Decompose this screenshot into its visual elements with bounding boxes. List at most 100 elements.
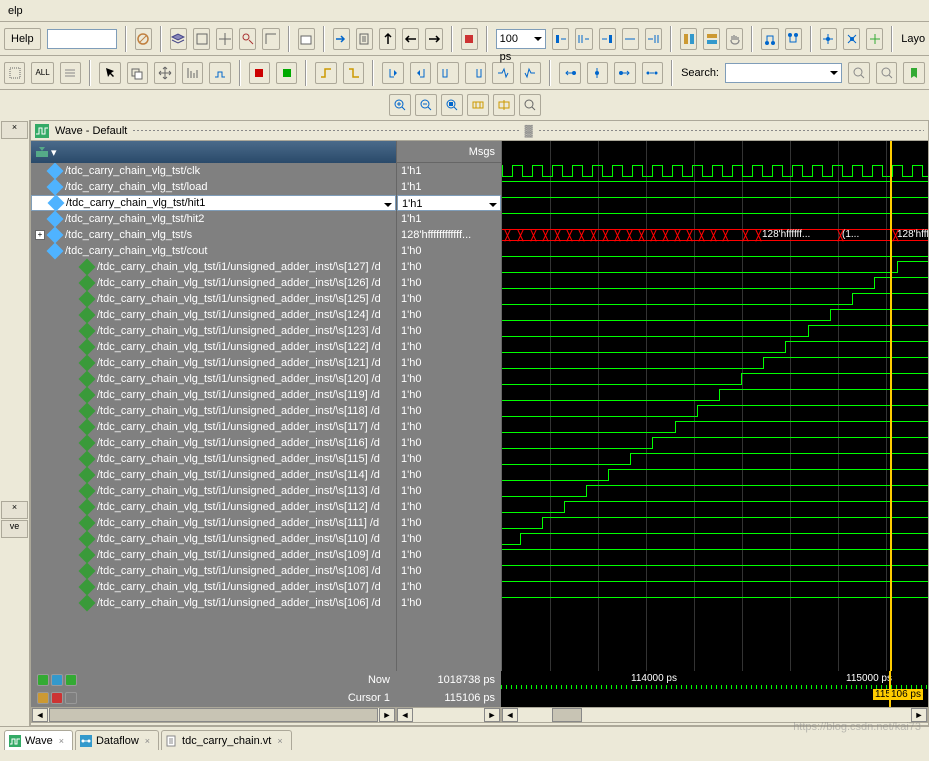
signal-subrow[interactable]: /tdc_carry_chain_vlg_tst/i1/unsigned_add… — [31, 547, 396, 563]
toolbar-icon[interactable] — [182, 62, 203, 84]
bookmark-icon[interactable] — [903, 62, 924, 84]
edge-nav-icon[interactable] — [437, 62, 458, 84]
help-button[interactable]: Help — [4, 28, 41, 50]
signal-subrow[interactable]: /tdc_carry_chain_vlg_tst/i1/unsigned_add… — [31, 419, 396, 435]
edge-icon[interactable] — [315, 62, 336, 84]
signal-subrow[interactable]: /tdc_carry_chain_vlg_tst/i1/unsigned_add… — [31, 339, 396, 355]
signal-subrow[interactable]: /tdc_carry_chain_vlg_tst/i1/unsigned_add… — [31, 499, 396, 515]
next-edge-icon[interactable] — [410, 62, 431, 84]
signal-subrow[interactable]: /tdc_carry_chain_vlg_tst/i1/unsigned_add… — [31, 531, 396, 547]
tab-tdc_carry_chain-vt[interactable]: tdc_carry_chain.vt× — [161, 730, 292, 750]
toolbar-icon[interactable] — [135, 28, 152, 50]
link-up-icon[interactable] — [761, 28, 778, 50]
waveform-canvas[interactable]: 128'hffffff...(1...128'hfffff — [501, 141, 928, 671]
search-prev-icon[interactable] — [848, 62, 869, 84]
run-icon[interactable] — [333, 28, 350, 50]
go-button[interactable] — [276, 62, 297, 84]
signal-subrow[interactable]: /tdc_carry_chain_vlg_tst/i1/unsigned_add… — [31, 387, 396, 403]
signal-subrow[interactable]: /tdc_carry_chain_vlg_tst/i1/unsigned_add… — [31, 483, 396, 499]
wave-grip-icon[interactable]: ▓ — [525, 125, 533, 137]
zoom-full-icon[interactable] — [441, 94, 463, 116]
signal-row[interactable]: /tdc_carry_chain_vlg_tst/load — [31, 179, 396, 195]
signal-subrow[interactable]: /tdc_carry_chain_vlg_tst/i1/unsigned_add… — [31, 371, 396, 387]
cursor-line[interactable] — [890, 141, 892, 671]
menu-help-fragment[interactable]: elp — [4, 3, 27, 19]
left-arrow-icon[interactable] — [402, 28, 419, 50]
zoom-in-icon[interactable] — [389, 94, 411, 116]
cursor-right-icon[interactable] — [614, 62, 635, 84]
signal-subrow[interactable]: /tdc_carry_chain_vlg_tst/i1/unsigned_add… — [31, 563, 396, 579]
pointer-icon[interactable] — [99, 62, 120, 84]
step-icon[interactable] — [645, 28, 662, 50]
signal-row[interactable]: /tdc_carry_chain_vlg_tst/cout — [31, 243, 396, 259]
toolbar-icon[interactable] — [239, 28, 256, 50]
toolbar-icon[interactable] — [60, 62, 81, 84]
edge-nav-icon[interactable] — [465, 62, 486, 84]
signal-row[interactable]: /tdc_carry_chain_vlg_tst/hit2 — [31, 211, 396, 227]
time-select[interactable]: 100 ps — [496, 29, 547, 49]
edge-nav-icon[interactable] — [520, 62, 541, 84]
toolbar-icon[interactable] — [262, 28, 279, 50]
hand-icon[interactable] — [726, 28, 743, 50]
collapse-icon[interactable] — [843, 28, 860, 50]
signal-row[interactable]: /tdc_carry_chain_vlg_tst/clk — [31, 163, 396, 179]
dock-close-icon[interactable]: × — [1, 501, 28, 519]
step-icon[interactable] — [599, 28, 616, 50]
tab-wave[interactable]: Wave× — [4, 730, 73, 750]
zoom-cursor-icon[interactable] — [493, 94, 515, 116]
zoom-fit-icon[interactable] — [519, 94, 541, 116]
cursor-left-icon[interactable] — [559, 62, 580, 84]
toolbar-icon[interactable] — [193, 28, 210, 50]
edge-icon[interactable] — [343, 62, 364, 84]
signal-subrow[interactable]: /tdc_carry_chain_vlg_tst/i1/unsigned_add… — [31, 451, 396, 467]
signal-subrow[interactable]: /tdc_carry_chain_vlg_tst/i1/unsigned_add… — [31, 323, 396, 339]
toolbar-icon[interactable] — [680, 28, 697, 50]
step-icon[interactable] — [575, 28, 592, 50]
signal-subrow[interactable]: /tdc_carry_chain_vlg_tst/i1/unsigned_add… — [31, 355, 396, 371]
up-arrow-icon[interactable] — [379, 28, 396, 50]
signal-subrow[interactable]: /tdc_carry_chain_vlg_tst/i1/unsigned_add… — [31, 307, 396, 323]
stop-button[interactable] — [249, 62, 270, 84]
zoom-region-icon[interactable] — [467, 94, 489, 116]
signal-subrow[interactable]: /tdc_carry_chain_vlg_tst/i1/unsigned_add… — [31, 403, 396, 419]
toolbar-icon[interactable] — [127, 62, 148, 84]
toolbar-icon[interactable] — [866, 28, 883, 50]
tab-dataflow[interactable]: Dataflow× — [75, 730, 159, 750]
signal-subrow[interactable]: /tdc_carry_chain_vlg_tst/i1/unsigned_add… — [31, 579, 396, 595]
dock-tab[interactable]: ve — [1, 520, 28, 538]
cursor-both-icon[interactable] — [642, 62, 663, 84]
signal-subrow[interactable]: /tdc_carry_chain_vlg_tst/i1/unsigned_add… — [31, 595, 396, 611]
signal-hscroll[interactable]: ◄ ► — [31, 707, 396, 723]
right-arrow-icon[interactable] — [425, 28, 442, 50]
zoom-out-icon[interactable] — [415, 94, 437, 116]
toolbar-icon[interactable] — [209, 62, 230, 84]
prev-edge-icon[interactable] — [382, 62, 403, 84]
toolbar-icon[interactable] — [703, 28, 720, 50]
move-icon[interactable] — [154, 62, 175, 84]
select-rect-icon[interactable] — [4, 62, 25, 84]
dock-close-icon[interactable]: × — [1, 121, 28, 139]
stop-icon[interactable] — [461, 28, 478, 50]
signal-header-icon[interactable] — [35, 145, 49, 159]
toolbar-icon[interactable] — [298, 28, 315, 50]
layers-icon[interactable] — [170, 28, 187, 50]
expand-icon[interactable] — [820, 28, 837, 50]
toolbar-icon[interactable] — [356, 28, 373, 50]
toolbar-icon[interactable] — [216, 28, 233, 50]
cursor-dot-icon[interactable] — [587, 62, 608, 84]
signal-subrow[interactable]: /tdc_carry_chain_vlg_tst/i1/unsigned_add… — [31, 467, 396, 483]
search-select[interactable] — [725, 63, 842, 83]
signal-subrow[interactable]: /tdc_carry_chain_vlg_tst/i1/unsigned_add… — [31, 275, 396, 291]
signal-subrow[interactable]: /tdc_carry_chain_vlg_tst/i1/unsigned_add… — [31, 435, 396, 451]
value-hscroll[interactable]: ◄ ► — [396, 707, 501, 723]
ruler-canvas[interactable]: 114000 ps115000 ps115106 ps — [501, 671, 928, 707]
link-down-icon[interactable] — [785, 28, 802, 50]
step-icon[interactable] — [552, 28, 569, 50]
signal-row[interactable]: /tdc_carry_chain_vlg_tst/hit1 — [31, 195, 396, 211]
step-icon[interactable] — [622, 28, 639, 50]
select-all-icon[interactable]: ALL — [31, 62, 53, 84]
help-search-input[interactable] — [47, 29, 117, 49]
search-next-icon[interactable] — [876, 62, 897, 84]
signal-subrow[interactable]: /tdc_carry_chain_vlg_tst/i1/unsigned_add… — [31, 291, 396, 307]
signal-subrow[interactable]: /tdc_carry_chain_vlg_tst/i1/unsigned_add… — [31, 515, 396, 531]
